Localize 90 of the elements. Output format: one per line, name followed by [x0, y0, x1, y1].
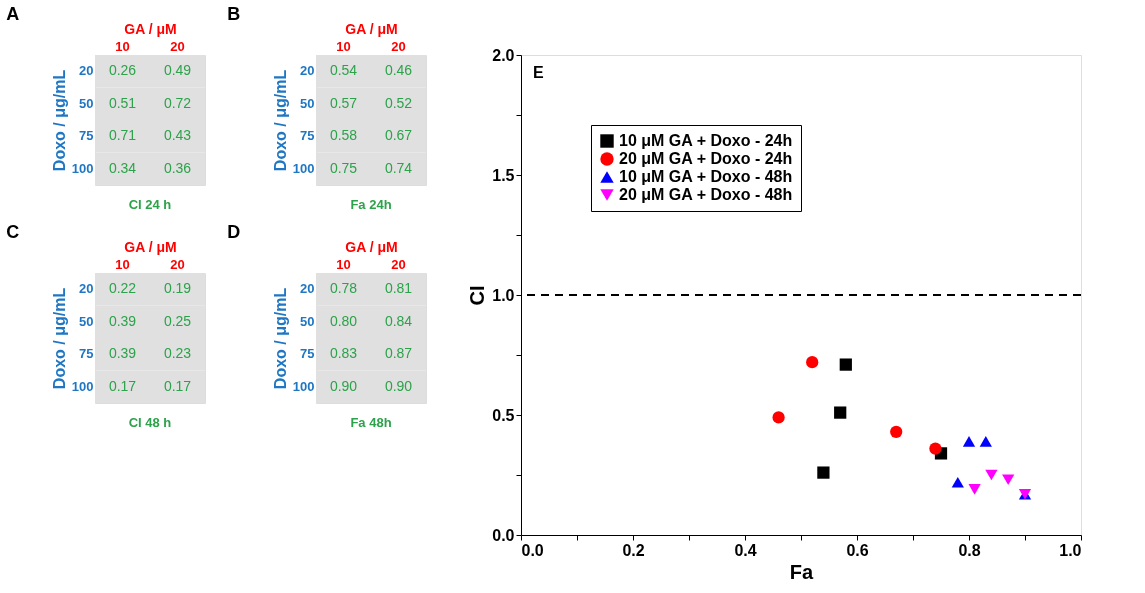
- data-label: 0.26: [108, 62, 137, 79]
- data-label: 0.83: [329, 345, 358, 362]
- x-axis-title: GA / μM: [124, 238, 177, 255]
- x-axis-title: Fa: [789, 560, 815, 583]
- data-label: 0.17: [163, 377, 192, 394]
- data-label: 0.75: [329, 159, 358, 176]
- y-tick-label: 100: [71, 160, 94, 176]
- y-tick-label: 2.0: [492, 46, 515, 64]
- data-label: 0.90: [384, 377, 413, 394]
- y-axis-title: Doxo / μg/mL: [271, 69, 289, 172]
- y-tick-label: 1.0: [492, 286, 515, 304]
- y-axis-title: Doxo / μg/mL: [50, 287, 68, 390]
- y-tick-label: 1.5: [492, 166, 515, 184]
- x-tick-label: 10: [336, 38, 351, 54]
- data-label: 0.57: [329, 94, 358, 111]
- data-label: 0.46: [384, 62, 413, 79]
- y-tick-label: 75: [300, 346, 315, 362]
- data-label: 0.81: [384, 280, 413, 297]
- x-tick-label: 20: [391, 38, 406, 54]
- y-tick-label: 50: [300, 95, 315, 111]
- x-tick-label: 1.0: [1059, 541, 1082, 559]
- x-tick-label: 20: [170, 38, 185, 54]
- y-tick-label: 100: [71, 378, 94, 394]
- y-tick-label: 75: [79, 346, 94, 362]
- data-label: 0.49: [163, 62, 192, 79]
- y-tick-label: 20: [79, 63, 94, 79]
- text: CI 24 h: [128, 197, 172, 212]
- chart-title: D: [227, 222, 241, 242]
- data-label: 0.74: [384, 159, 413, 176]
- text: CI 48 h: [128, 415, 172, 430]
- data-label: 0.87: [384, 345, 413, 362]
- x-axis-title: GA / μM: [345, 238, 398, 255]
- y-tick-label: 0.5: [492, 406, 515, 424]
- x-tick-label: 10: [336, 256, 351, 272]
- data-label: 0.54: [329, 62, 358, 79]
- data-label: 0.71: [108, 127, 137, 144]
- x-tick-label: 0.6: [846, 541, 869, 559]
- y-tick-label: 75: [300, 128, 315, 144]
- y-tick-label: 0.0: [492, 526, 515, 544]
- x-tick-label: 0.2: [622, 541, 645, 559]
- y-tick-label: 50: [300, 313, 315, 329]
- data-label: 0.39: [108, 345, 137, 362]
- y-tick-label: 75: [79, 128, 94, 144]
- y-tick-label: 20: [300, 63, 315, 79]
- chart-title: A: [6, 4, 20, 24]
- data-label: 0.67: [384, 127, 413, 144]
- legend-label: 10 μM GA + Doxo - 24h: [619, 132, 793, 149]
- data-label: 0.84: [384, 312, 413, 329]
- y-tick-label: 50: [79, 95, 94, 111]
- y-tick-label: 100: [292, 378, 315, 394]
- x-axis-title: GA / μM: [345, 20, 398, 37]
- data-label: 0.39: [108, 312, 137, 329]
- text: E: [533, 64, 544, 81]
- y-axis-title: Doxo / μg/mL: [50, 69, 68, 172]
- data-label: 0.22: [108, 280, 137, 297]
- data-label: 0.36: [163, 159, 192, 176]
- text: Fa 24h: [350, 197, 392, 212]
- data-label: 0.72: [163, 94, 192, 111]
- chart-title: B: [227, 4, 241, 24]
- x-axis-title: GA / μM: [124, 20, 177, 37]
- data-label: 0.17: [108, 377, 137, 394]
- x-tick-label: 10: [115, 256, 130, 272]
- x-tick-label: 20: [170, 256, 185, 272]
- data-label: 0.80: [329, 312, 358, 329]
- data-label: 0.78: [329, 280, 358, 297]
- chart-title: C: [6, 222, 20, 242]
- text: Fa 48h: [350, 415, 392, 430]
- legend-label: 20 μM GA + Doxo - 48h: [619, 186, 793, 203]
- data-label: 0.43: [163, 127, 192, 144]
- legend-label: 20 μM GA + Doxo - 24h: [619, 150, 793, 167]
- y-axis-title: CI: [466, 285, 489, 306]
- y-tick-label: 20: [79, 281, 94, 297]
- x-tick-label: 0.0: [521, 541, 544, 559]
- data-label: 0.51: [108, 94, 137, 111]
- data-label: 0.25: [163, 312, 192, 329]
- x-tick-label: 20: [391, 256, 406, 272]
- legend-label: 10 μM GA + Doxo - 48h: [619, 168, 793, 185]
- x-tick-label: 0.4: [734, 541, 757, 559]
- data-label: 0.90: [329, 377, 358, 394]
- data-label: 0.58: [329, 127, 358, 144]
- y-axis-title: Doxo / μg/mL: [271, 287, 289, 390]
- data-label: 0.52: [384, 94, 413, 111]
- data-label: 0.23: [163, 345, 192, 362]
- x-tick-label: 10: [115, 38, 130, 54]
- y-tick-label: 50: [79, 313, 94, 329]
- data-label: 0.34: [108, 159, 137, 176]
- x-tick-label: 0.8: [958, 541, 981, 559]
- y-tick-label: 20: [300, 281, 315, 297]
- y-tick-label: 100: [292, 160, 315, 176]
- data-label: 0.19: [163, 280, 192, 297]
